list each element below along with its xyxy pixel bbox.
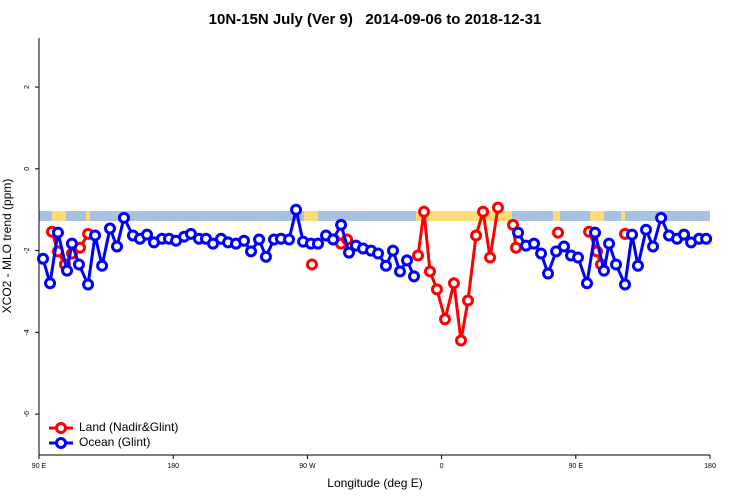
data-point (72, 258, 85, 271)
data-point (552, 226, 565, 239)
data-point (82, 278, 95, 291)
legend-label: Ocean (Glint) (79, 435, 150, 449)
data-point (245, 245, 258, 258)
y-tick-label: 0 (24, 167, 31, 171)
data-point (37, 252, 50, 265)
data-point (430, 283, 443, 296)
data-point (379, 259, 392, 272)
data-point (470, 229, 483, 242)
data-point (447, 277, 460, 290)
data-point (631, 259, 644, 272)
data-point (558, 240, 571, 253)
data-point (572, 251, 585, 264)
data-point (512, 226, 525, 239)
data-point (386, 244, 399, 257)
y-tick-label: -6 (24, 411, 31, 417)
data-point (117, 211, 130, 224)
data-point (306, 258, 319, 271)
land-band (52, 211, 66, 221)
data-point (96, 259, 109, 272)
land-band (590, 211, 604, 221)
legend-label: Land (Nadir&Glint) (79, 420, 178, 434)
x-tick-label: 90 E (32, 463, 47, 470)
land-band (553, 211, 560, 221)
x-axis-label: Longitude (deg E) (327, 476, 422, 490)
data-point (311, 237, 324, 250)
data-point (259, 250, 272, 263)
y-tick-label: -4 (24, 329, 31, 335)
data-point (454, 334, 467, 347)
data-point (461, 294, 474, 307)
data-point (89, 229, 102, 242)
data-point (372, 247, 385, 260)
data-point (343, 246, 356, 259)
data-point (335, 218, 348, 231)
y-tick-label: 2 (24, 85, 31, 89)
x-tick-label: 90 W (299, 463, 316, 470)
data-point (103, 222, 116, 235)
legend-marker (55, 437, 67, 449)
data-point (408, 270, 421, 283)
data-point (51, 226, 64, 239)
x-tick-label: 0 (440, 463, 444, 470)
data-point (528, 237, 541, 250)
data-point (678, 228, 691, 241)
data-point (401, 254, 414, 267)
data-point (140, 228, 153, 241)
data-point (580, 277, 593, 290)
data-point (283, 233, 296, 246)
data-point (700, 232, 713, 245)
data-point (65, 237, 78, 250)
data-point (542, 267, 555, 280)
data-point (412, 249, 425, 262)
data-point (640, 223, 653, 236)
data-point (535, 247, 548, 260)
data-point (253, 233, 266, 246)
data-point (423, 265, 436, 278)
data-point (207, 237, 220, 250)
data-point (507, 218, 520, 231)
data-point (238, 234, 251, 247)
x-tick-label: 90 E (569, 463, 584, 470)
data-point (477, 205, 490, 218)
data-point (647, 240, 660, 253)
data-point (110, 240, 123, 253)
data-point (439, 313, 452, 326)
ocean-band (39, 211, 710, 221)
y-tick-label: -2 (24, 247, 31, 253)
land-band (304, 211, 318, 221)
data-point (510, 241, 523, 254)
data-point (44, 277, 57, 290)
data-point (290, 203, 303, 216)
data-point (597, 264, 610, 277)
surface-band (39, 211, 710, 221)
x-tick-label: 180 (167, 463, 179, 470)
data-point (626, 228, 639, 241)
series-line (416, 207, 500, 343)
x-tick-label: 180 (704, 463, 716, 470)
data-point (484, 251, 497, 264)
data-point (327, 233, 340, 246)
data-point (589, 226, 602, 239)
data-point (603, 237, 616, 250)
data-point (619, 278, 632, 291)
data-point (61, 264, 74, 277)
data-point (491, 201, 504, 214)
data-point (418, 205, 431, 218)
land-band (621, 211, 625, 221)
data-point (610, 258, 623, 271)
data-point (184, 227, 197, 240)
y-axis-label: XCO2 - MLO trend (ppm) (0, 179, 14, 314)
land-band (416, 211, 512, 221)
data-point (655, 211, 668, 224)
data-point (393, 265, 406, 278)
land-band (86, 211, 90, 221)
chart-title: 10N-15N July (Ver 9) 2014-09-06 to 2018-… (209, 11, 542, 28)
legend-marker (55, 422, 67, 434)
